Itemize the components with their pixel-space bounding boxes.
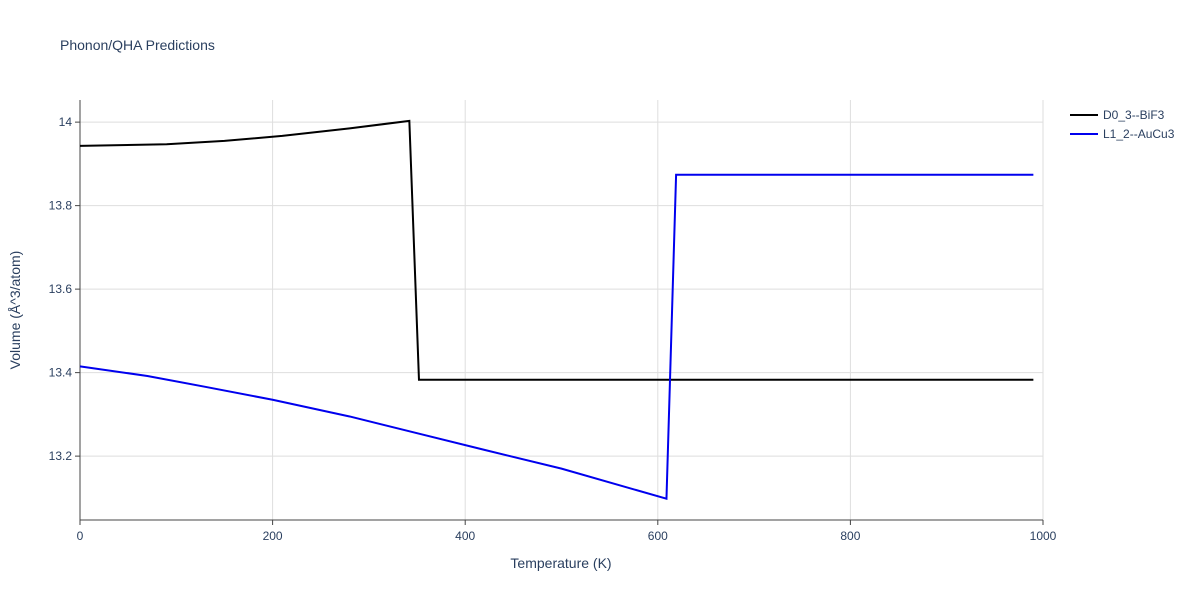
chart-title: Phonon/QHA Predictions	[60, 37, 215, 53]
x-axis-label: Temperature (K)	[510, 555, 611, 571]
x-tick-label: 1000	[1030, 529, 1057, 543]
y-axis-label: Volume (Å^3/atom)	[7, 251, 23, 370]
x-tick-label: 400	[455, 529, 475, 543]
x-tick-label: 800	[840, 529, 860, 543]
y-tick-label: 13.2	[49, 449, 73, 463]
y-tick-label: 14	[59, 115, 73, 129]
y-tick-label: 13.6	[49, 282, 73, 296]
legend-label: D0_3--BiF3	[1103, 108, 1165, 122]
y-tick-label: 13.8	[49, 199, 73, 213]
line	[79, 173, 1034, 501]
x-tick-label: 200	[263, 529, 283, 543]
x-tick-label: 0	[77, 529, 84, 543]
line	[79, 119, 1034, 381]
y-tick-label: 13.4	[49, 366, 73, 380]
x-tick-label: 600	[648, 529, 668, 543]
legend-label: L1_2--AuCu3	[1103, 127, 1175, 141]
